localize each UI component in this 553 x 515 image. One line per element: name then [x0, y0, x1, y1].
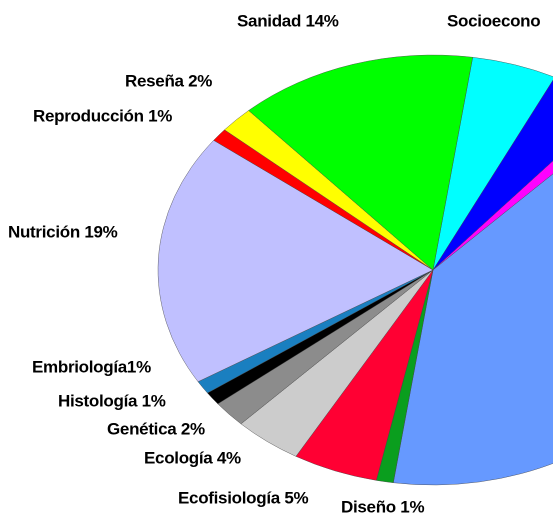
pie-slice: [393, 173, 553, 486]
slice-label: Embriología1%: [32, 357, 151, 376]
slice-label: Socioecono: [447, 11, 540, 30]
slice-label: Ecofisiología 5%: [178, 488, 308, 507]
slice-label: Reseña 2%: [125, 71, 212, 90]
pie-slice: [157, 140, 434, 382]
pie-slice: [432, 79, 553, 271]
slice-label: Ecología 4%: [144, 448, 241, 467]
pie-slice: [248, 54, 473, 271]
slice-label: Reproducción 1%: [33, 106, 172, 125]
slice-label: Histología 1%: [58, 391, 166, 410]
slice-label: Nutrición 19%: [8, 222, 118, 241]
slice-label: Diseño 1%: [341, 497, 424, 515]
slice-label: Sanidad 14%: [237, 11, 339, 30]
slice-label: Genética 2%: [107, 419, 205, 438]
